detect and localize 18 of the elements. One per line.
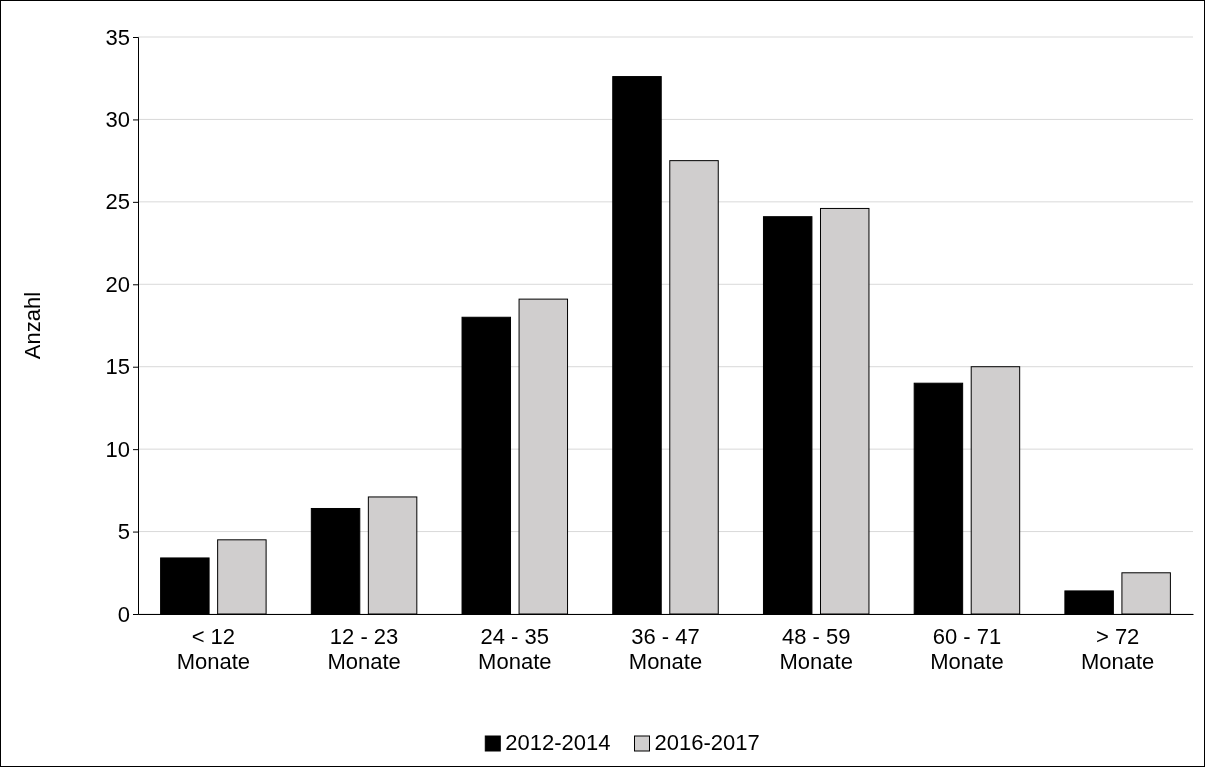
x-tick-label: > 72 Monate — [1080, 624, 1155, 675]
y-tick-label: 30 — [105, 106, 130, 132]
y-tick-label: 15 — [105, 354, 130, 380]
x-tick-label: 24 - 35 Monate — [478, 624, 552, 675]
x-tick-label: < 12 Monate — [176, 624, 251, 675]
y-tick-label: 35 — [105, 24, 130, 50]
x-tick-label: 36 - 47 Monate — [628, 624, 703, 675]
y-tick-label: 25 — [105, 189, 130, 215]
y-tick-label: 5 — [117, 519, 130, 545]
y-tick-label: 0 — [117, 601, 130, 627]
y-tick-label: 10 — [105, 436, 130, 462]
y-axis-title: Anzahl — [20, 291, 45, 360]
x-tick-label: 12 - 23 Monate — [327, 624, 401, 675]
legend-label: 2012-2014 — [505, 730, 611, 755]
x-tick-label: 60 - 71 Monate — [930, 624, 1004, 675]
legend-label: 2016-2017 — [654, 730, 760, 755]
y-tick-label: 20 — [105, 271, 130, 297]
x-tick-label: 48 - 59 Monate — [779, 624, 853, 675]
